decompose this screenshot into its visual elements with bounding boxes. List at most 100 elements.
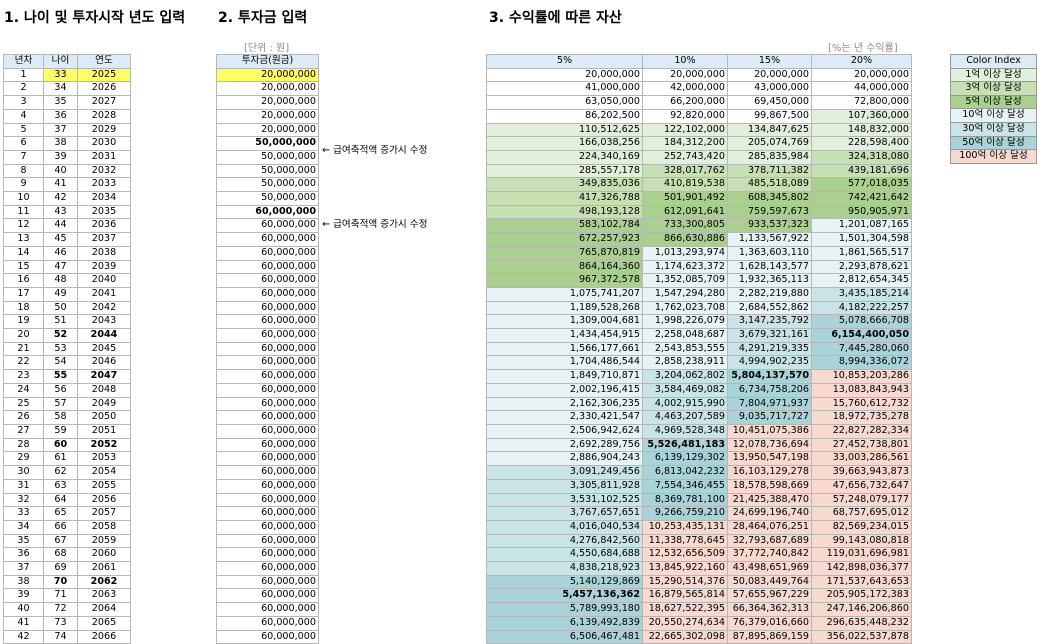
investment-cell[interactable]: 50,000,000 <box>216 191 319 206</box>
investment-cell[interactable]: 60,000,000 <box>216 588 319 604</box>
table-row: 20 52 2044 <box>3 328 131 343</box>
asset-cell-rate-15: 32,793,687,689 <box>727 533 812 549</box>
investment-cell[interactable]: 50,000,000 <box>216 177 319 193</box>
asset-cell-rate-10: 4,969,528,348 <box>642 423 728 439</box>
calendar-year-cell: 2027 <box>77 95 131 110</box>
calendar-year-cell: 2045 <box>77 341 131 357</box>
age-cell: 55 <box>43 369 78 384</box>
calendar-year-cell: 2035 <box>77 204 131 220</box>
year-index-cell: 3 <box>3 95 44 110</box>
table-row: 27 59 2051 <box>3 423 131 439</box>
legend-row: 100억 이상 달성 <box>950 149 1037 164</box>
table-row: 42 74 2066 <box>3 629 131 644</box>
asset-cell-rate-10: 2,543,853,555 <box>642 341 728 357</box>
asset-cell-rate-15: 759,597,673 <box>727 204 812 220</box>
asset-cell-rate-15: 16,103,129,278 <box>727 465 812 480</box>
table-row: 60,000,000 <box>216 382 319 398</box>
investment-cell[interactable]: 60,000,000 <box>216 286 319 302</box>
asset-cell-rate-20: 57,248,079,177 <box>811 492 912 508</box>
investment-cell[interactable]: 60,000,000 <box>216 382 319 398</box>
investment-cell[interactable]: 60,000,000 <box>216 465 319 480</box>
age-cell: 42 <box>43 191 78 206</box>
table-row: 60,000,000 <box>216 204 319 220</box>
investment-cell[interactable]: 20,000,000 <box>216 95 319 110</box>
table-row: 1 33 2025 <box>3 67 131 83</box>
investment-cell[interactable]: 60,000,000 <box>216 519 319 535</box>
investment-cell[interactable]: 60,000,000 <box>216 369 319 384</box>
investment-cell[interactable]: 60,000,000 <box>216 341 319 357</box>
year-index-cell: 15 <box>3 259 44 275</box>
table-row: 60,000,000 <box>216 465 319 480</box>
year-index-cell: 34 <box>3 519 44 535</box>
asset-cell-rate-10: 11,338,778,645 <box>642 533 728 549</box>
investment-cell[interactable]: 60,000,000 <box>216 328 319 343</box>
year-index-cell: 17 <box>3 286 44 302</box>
investment-cell[interactable]: 60,000,000 <box>216 602 319 617</box>
header-rate-10: 10% <box>642 54 728 69</box>
investment-cell[interactable]: 60,000,000 <box>216 204 319 220</box>
investment-cell[interactable]: 20,000,000 <box>216 67 319 83</box>
investment-cell[interactable]: 60,000,000 <box>216 300 319 316</box>
investment-cell[interactable]: 60,000,000 <box>216 437 319 453</box>
investment-cell[interactable]: 60,000,000 <box>216 218 319 234</box>
year-index-cell: 10 <box>3 191 44 206</box>
investment-cell[interactable]: 60,000,000 <box>216 547 319 563</box>
investment-cell[interactable]: 60,000,000 <box>216 574 319 590</box>
table-row: 50,000,000 <box>216 177 319 193</box>
investment-cell[interactable]: 60,000,000 <box>216 423 319 439</box>
asset-cell-rate-20: 33,003,286,561 <box>811 451 912 467</box>
asset-cell-rate-20: 439,181,696 <box>811 163 912 179</box>
investment-cell[interactable]: 20,000,000 <box>216 108 319 124</box>
calendar-year-cell: 2063 <box>77 588 131 604</box>
calendar-year-cell: 2062 <box>77 574 131 590</box>
investment-cell[interactable]: 60,000,000 <box>216 615 319 631</box>
investment-cell[interactable]: 60,000,000 <box>216 355 319 371</box>
asset-cell-rate-20: 22,827,282,334 <box>811 423 912 439</box>
table-row: 20,000,000 <box>216 95 319 110</box>
investment-cell[interactable]: 60,000,000 <box>216 410 319 425</box>
asset-cell-rate-15: 608,345,802 <box>727 191 812 206</box>
calendar-year-cell: 2064 <box>77 602 131 617</box>
asset-by-return-table: 5% 10% 15% 20% 20,000,000 20,000,000 20,00… <box>486 54 912 644</box>
table-row: 17 49 2041 <box>3 286 131 302</box>
asset-cell-rate-10: 733,300,805 <box>642 218 728 234</box>
investment-cell[interactable]: 60,000,000 <box>216 232 319 247</box>
investment-cell[interactable]: 60,000,000 <box>216 396 319 412</box>
table-row: 16 48 2040 <box>3 273 131 288</box>
investment-cell[interactable]: 60,000,000 <box>216 561 319 576</box>
asset-cell-rate-20: 356,022,537,878 <box>811 629 912 644</box>
investment-cell[interactable]: 60,000,000 <box>216 506 319 521</box>
investment-cell[interactable]: 60,000,000 <box>216 451 319 467</box>
investment-cell[interactable]: 60,000,000 <box>216 629 319 644</box>
year-index-cell: 6 <box>3 136 44 151</box>
section-2-unit-note: [단위 : 원] <box>244 43 290 54</box>
asset-cell-rate-15: 37,772,740,842 <box>727 547 812 563</box>
table-row: 3,091,249,456 6,813,042,232 16,103,129,278… <box>486 465 912 480</box>
investment-cell[interactable]: 60,000,000 <box>216 492 319 508</box>
calendar-year-cell: 2043 <box>77 314 131 330</box>
legend-item: 1억 이상 달성 <box>950 67 1037 83</box>
investment-cell[interactable]: 60,000,000 <box>216 314 319 330</box>
asset-cell-rate-5: 86,202,500 <box>486 108 643 124</box>
legend-item: 50억 이상 달성 <box>950 135 1037 151</box>
calendar-year-cell: 2048 <box>77 382 131 398</box>
age-cell: 61 <box>43 451 78 467</box>
investment-cell[interactable]: 60,000,000 <box>216 478 319 494</box>
calendar-year-cell: 2065 <box>77 615 131 631</box>
asset-cell-rate-5: 765,870,819 <box>486 245 643 261</box>
investment-cell[interactable]: 20,000,000 <box>216 81 319 97</box>
table-row: 1,849,710,871 3,204,062,802 5,804,137,570 1… <box>486 369 912 384</box>
age-cell[interactable]: 33 <box>43 67 78 83</box>
investment-cell[interactable]: 20,000,000 <box>216 122 319 138</box>
edit-note-annotation: ← 급여축적액 증가시 수정 <box>322 218 428 230</box>
calendar-year-cell[interactable]: 2025 <box>77 67 131 83</box>
investment-cell[interactable]: 60,000,000 <box>216 245 319 261</box>
investment-cell[interactable]: 60,000,000 <box>216 533 319 549</box>
investment-cell[interactable]: 60,000,000 <box>216 259 319 275</box>
asset-cell-rate-15: 99,867,500 <box>727 108 812 124</box>
age-cell: 36 <box>43 108 78 124</box>
investment-cell[interactable]: 60,000,000 <box>216 273 319 288</box>
investment-cell[interactable]: 50,000,000 <box>216 163 319 179</box>
investment-cell[interactable]: 50,000,000 <box>216 136 319 151</box>
investment-cell[interactable]: 50,000,000 <box>216 149 319 165</box>
